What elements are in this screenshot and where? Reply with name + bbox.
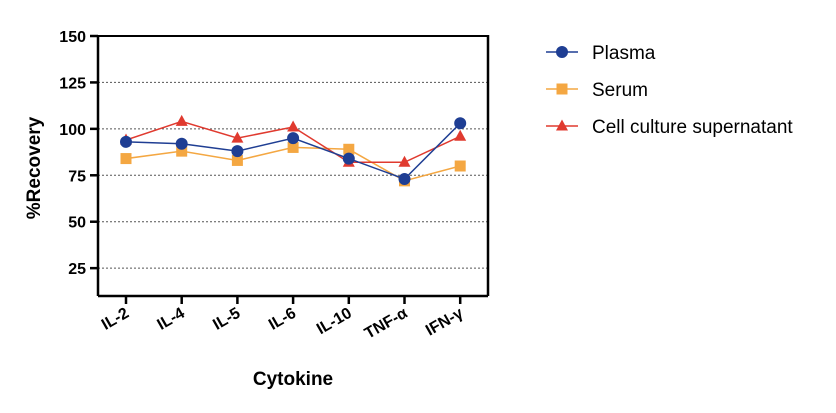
data-point <box>287 132 300 145</box>
data-point <box>231 154 243 166</box>
y-tick-label: 150 <box>59 29 86 46</box>
data-point <box>175 137 188 150</box>
legend-marker <box>556 119 568 131</box>
series-layer <box>120 114 467 187</box>
data-point <box>231 131 244 143</box>
legend-label: Serum <box>592 80 648 101</box>
y-tick-label: 75 <box>68 168 86 185</box>
data-point <box>120 135 132 148</box>
y-tick-label: 100 <box>59 122 86 139</box>
data-point <box>175 114 188 126</box>
series-circle <box>120 117 467 185</box>
y-tick-label: 50 <box>68 215 86 232</box>
data-point <box>231 145 244 158</box>
axes <box>96 35 490 298</box>
data-point <box>398 173 411 185</box>
data-point <box>120 153 132 165</box>
legend-marker <box>556 83 568 95</box>
data-point <box>342 152 355 165</box>
data-point <box>398 155 411 167</box>
x-tick-label: IL-2 <box>99 305 132 334</box>
data-point <box>287 141 299 153</box>
x-tick-label: TNF-α <box>362 305 411 343</box>
x-tick-label: IL-10 <box>314 305 355 338</box>
legend-item: Cell culture supernatant <box>546 117 793 138</box>
legend-label: Cell culture supernatant <box>592 117 793 138</box>
legend: Plasma Serum Cell culture supernatant <box>546 43 793 138</box>
x-tick-label: IL-5 <box>210 305 243 334</box>
data-point <box>287 120 300 132</box>
y-axis-title: %Recovery <box>24 116 45 219</box>
y-tick-label: 125 <box>59 75 86 92</box>
data-point <box>343 143 355 155</box>
x-tick-label: IFN-γ <box>423 305 466 340</box>
data-point <box>176 145 188 157</box>
legend-marker <box>556 46 568 58</box>
legend-item: Serum <box>546 80 648 101</box>
data-point <box>454 117 467 130</box>
x-tick-label: IL-4 <box>155 305 188 334</box>
legend-item: Plasma <box>546 43 656 64</box>
y-ticks: 25 50 75 100 125 150 <box>59 29 98 278</box>
x-axis-title: Cytokine <box>253 369 333 390</box>
data-point <box>454 160 466 172</box>
x-tick-label: IL-6 <box>266 305 299 334</box>
x-ticks: IL-2 IL-4 IL-5 IL-6 IL-10 TNF-α IFN-γ <box>99 296 466 343</box>
data-point <box>454 129 467 141</box>
legend-label: Plasma <box>592 43 656 64</box>
series-square <box>120 141 466 187</box>
y-tick-label: 25 <box>68 261 86 278</box>
